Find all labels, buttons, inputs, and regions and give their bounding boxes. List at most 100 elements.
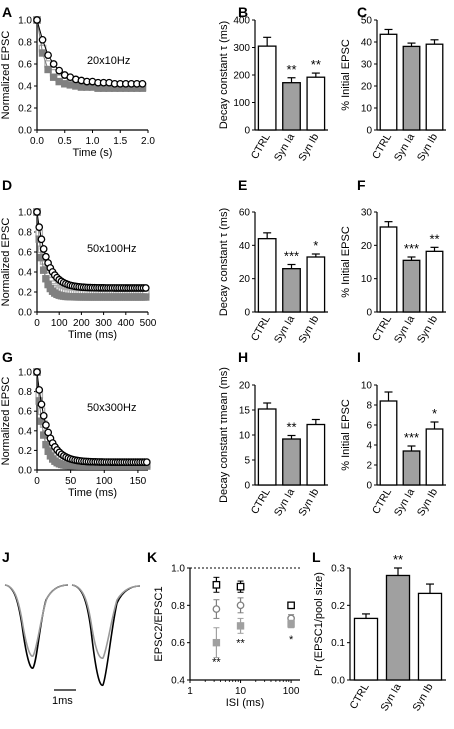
y-tick-label: 5 xyxy=(244,456,250,467)
y-tick-label: 400 xyxy=(233,16,250,27)
panel-label-b: B xyxy=(238,4,248,20)
chart-panel-f: 0 10 20 30 % Initial EPSC CTRL *** Syn Ia ** Syn … xyxy=(340,208,446,345)
y-tick-label: 40 xyxy=(361,38,373,49)
x-tick-label: Syn Ib xyxy=(415,486,440,518)
x-tick-label: Syn Ia xyxy=(272,486,297,518)
data-point xyxy=(49,60,58,68)
y-tick-label: 50 xyxy=(361,16,373,27)
bar-ctrl xyxy=(257,408,277,486)
y-tick-label: 30 xyxy=(361,208,373,219)
panel-label-k: K xyxy=(147,549,157,565)
y-tick-label: 20 xyxy=(361,241,373,252)
y-axis-label: Decay constant τ (ms) xyxy=(218,21,230,129)
data-point xyxy=(35,223,44,231)
data-point xyxy=(287,601,295,610)
x-tick-label: Syn Ia xyxy=(392,131,417,163)
data-point xyxy=(212,638,221,647)
bar-syn-ib xyxy=(306,76,326,131)
significance-label: *** xyxy=(404,430,419,445)
y-tick-label: 1.0 xyxy=(18,368,32,379)
x-axis-label: ISI (ms) xyxy=(226,697,265,709)
y-tick-label: 1.0 xyxy=(18,208,32,219)
chart-panel-d: 0.0 0.2 0.4 0.6 0.8 1.0 Normalized EPSC Time (m… xyxy=(0,208,157,342)
data-point xyxy=(33,16,41,24)
x-axis-label: Time (s) xyxy=(73,147,113,159)
significance-label: ** xyxy=(286,62,296,77)
y-tick-label: 0.0 xyxy=(18,466,32,477)
data-point xyxy=(142,458,151,467)
bar-ctrl xyxy=(379,33,398,131)
y-tick-label: 0 xyxy=(366,126,372,137)
y-tick-label: 0 xyxy=(244,308,250,319)
significance-label: ** xyxy=(212,656,221,668)
data-point xyxy=(44,65,52,74)
y-tick-label: 0.0 xyxy=(18,308,32,319)
bar-ctrl xyxy=(257,238,277,313)
trace-j-syn-1 xyxy=(4,584,69,657)
data-point xyxy=(42,440,50,449)
chart-panel-e: 0 20 40 60 Decay constant τ (ms) CTRL *** Syn I… xyxy=(218,208,328,345)
data-point xyxy=(42,421,50,429)
chart-panel-l: 0.0 0.1 0.2 0.3 Pr (EPSC1/pool size) CTRL ** Sy… xyxy=(313,552,446,713)
y-tick-label: 4 xyxy=(366,441,372,452)
trace-j-syn-2 xyxy=(71,584,141,659)
panel-labels: A B C D E F G H I J K L xyxy=(2,4,367,565)
data-point xyxy=(212,580,221,589)
y-tick-label: 0.2 xyxy=(331,601,345,612)
y-tick-label: 0.8 xyxy=(18,38,32,49)
y-axis-label: Normalized EPSC xyxy=(0,31,12,120)
y-tick-label: 0.2 xyxy=(18,446,32,457)
y-tick-label: 0.4 xyxy=(18,426,32,437)
x-tick-label: CTRL xyxy=(370,486,394,516)
y-tick-label: 1.0 xyxy=(18,16,32,27)
x-tick-label: 0 xyxy=(34,318,40,329)
significance-label: *** xyxy=(284,249,299,264)
x-axis-label: Time (ms) xyxy=(68,329,117,341)
x-tick-label: 300 xyxy=(95,318,112,329)
significance-label: *** xyxy=(404,241,419,256)
data-point xyxy=(35,386,44,394)
y-axis-label: Decay constant τmean (ms) xyxy=(218,367,230,503)
bar-ctrl xyxy=(257,45,277,131)
y-axis-label: Decay constant τ (ms) xyxy=(218,208,230,316)
significance-label: ** xyxy=(311,57,321,72)
bar-syn-ib xyxy=(306,256,326,313)
bar-ctrl xyxy=(353,617,379,681)
panel-label-a: A xyxy=(2,4,12,20)
y-tick-label: 0.4 xyxy=(18,82,32,93)
y-tick-label: 100 xyxy=(233,98,250,109)
panel-label-d: D xyxy=(2,177,12,193)
y-tick-label: 0.0 xyxy=(18,126,32,137)
y-axis-label: % Initial EPSC xyxy=(340,399,352,471)
y-tick-label: 10 xyxy=(361,104,373,115)
data-point xyxy=(49,73,58,81)
bar-syn-ia xyxy=(402,259,421,313)
bar-syn-ia xyxy=(402,45,421,131)
x-tick-label: 200 xyxy=(73,318,90,329)
x-tick-label: 100 xyxy=(96,476,113,487)
panel-label-l: L xyxy=(312,549,321,565)
significance-label: ** xyxy=(393,552,403,567)
x-tick-label: 500 xyxy=(140,318,157,329)
data-point xyxy=(42,252,50,261)
y-tick-label: 0.8 xyxy=(171,601,185,612)
bar-syn-ia xyxy=(385,574,411,681)
data-point xyxy=(287,620,295,628)
x-tick-label: Syn Ib xyxy=(410,681,435,713)
chart-annotation: 50x300Hz xyxy=(87,402,137,414)
panel-label-j: J xyxy=(2,549,10,565)
data-point xyxy=(212,605,221,613)
x-tick-label: 1.5 xyxy=(113,136,127,147)
x-tick-label: 400 xyxy=(117,318,134,329)
y-tick-label: 0.8 xyxy=(18,228,32,239)
chart-annotation: 20x10Hz xyxy=(87,55,130,67)
data-point xyxy=(39,411,48,420)
panel-label-g: G xyxy=(2,349,13,365)
significance-label: * xyxy=(289,634,294,646)
x-tick-label: 100 xyxy=(283,686,300,697)
x-tick-label: Syn Ib xyxy=(296,486,321,518)
y-tick-label: 0.3 xyxy=(331,564,345,575)
